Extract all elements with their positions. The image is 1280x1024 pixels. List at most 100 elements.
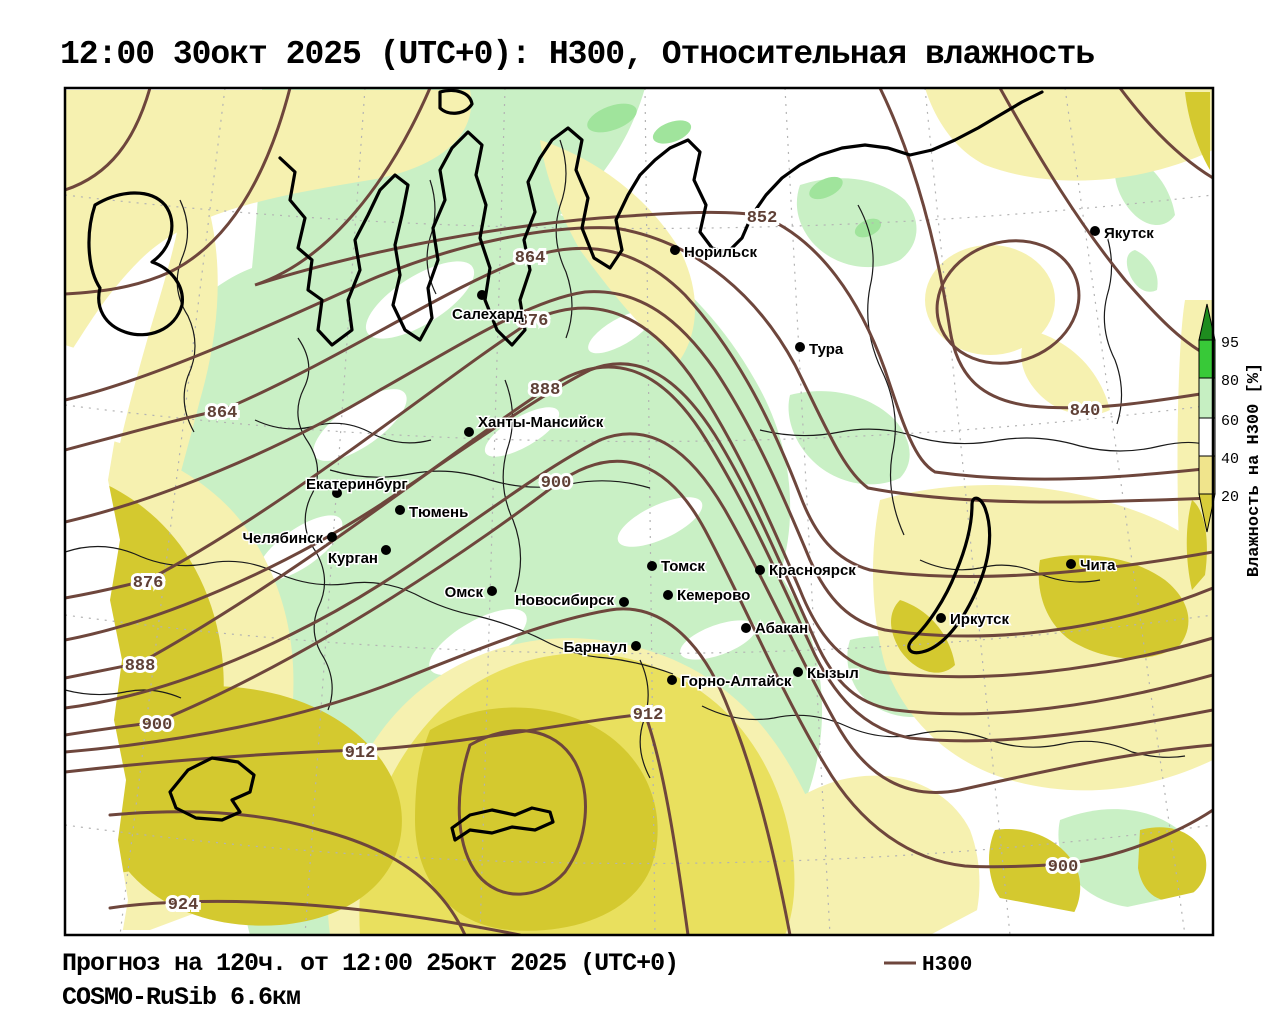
city-dot — [464, 427, 474, 437]
lake-baikal — [907, 496, 992, 655]
city-barnaul: Барнаул — [562, 638, 641, 658]
colorbar-tick: 40 — [1221, 451, 1239, 468]
colorbar: 95 80 60 40 20 Влажность на H300 [%] — [1198, 303, 1264, 577]
humidity-green-bright-patches — [587, 103, 882, 238]
contour-label: 888 — [125, 657, 156, 676]
city-label: Якутск — [1104, 225, 1154, 242]
city-dot — [631, 641, 641, 651]
colorbar-tick: 95 — [1221, 335, 1239, 352]
contour-label: 900 — [1048, 858, 1079, 877]
city-ekaterinburg: Екатеринбург — [305, 475, 409, 498]
city-irkutsk: Иркутск — [936, 610, 1011, 630]
contour-label: 876 — [518, 312, 549, 331]
city-novosibirsk: Новосибирск — [513, 591, 629, 611]
city-dot — [327, 532, 337, 542]
contour-label: 912 — [633, 706, 664, 725]
city-kemerovo: Кемерово — [663, 586, 752, 606]
city-dot — [795, 342, 805, 352]
city-dot — [1066, 559, 1076, 569]
city-chita: Чита — [1066, 556, 1118, 576]
city-krasnoyarsk: Красноярск — [755, 561, 858, 581]
city-dot — [755, 565, 765, 575]
city-label: Ханты-Мансийск — [478, 414, 604, 431]
colorbar-bottom-arrow — [1198, 493, 1216, 533]
city-dot — [381, 545, 391, 555]
city-markers: Норильск Тура Якутск Салехард Ханты-Манс… — [241, 224, 1156, 692]
city-khanty-mansiysk: Ханты-Мансийск — [464, 413, 605, 437]
city-label: Горно-Алтайск — [681, 673, 792, 690]
city-dot — [667, 675, 677, 685]
city-chelyabinsk: Челябинск — [241, 529, 337, 549]
city-label: Иркутск — [950, 611, 1009, 628]
city-label: Томск — [661, 558, 705, 575]
lake-balkhash — [450, 806, 555, 842]
city-label: Абакан — [755, 620, 808, 637]
city-dot — [395, 505, 405, 515]
model-info: COSMO-RuSib 6.6км — [62, 983, 300, 1012]
island-small — [438, 88, 474, 115]
map-content: 852 864 876 888 900 864 876 888 900 912 … — [65, 88, 1213, 935]
city-dot — [1090, 226, 1100, 236]
city-dot — [487, 586, 497, 596]
island-outline — [87, 191, 184, 337]
city-norilsk: Норильск — [670, 243, 759, 263]
city-salekhard: Салехард — [451, 290, 526, 325]
city-dot — [647, 561, 657, 571]
city-kyzyl: Кызыл — [793, 664, 860, 684]
city-tyumen: Тюмень — [395, 503, 470, 523]
contour-label: 852 — [747, 209, 778, 228]
city-dot — [663, 590, 673, 600]
forecast-info: Прогноз на 120ч. от 12:00 25окт 2025 (UT… — [62, 949, 678, 978]
city-label: Норильск — [684, 244, 757, 261]
city-label: Курган — [328, 550, 378, 567]
city-label: Екатеринбург — [306, 476, 408, 493]
city-dot — [793, 667, 803, 677]
contour-label: 840 — [1070, 402, 1101, 421]
city-omsk: Омск — [443, 583, 497, 603]
contour-label: 900 — [541, 474, 572, 493]
contour-label: 876 — [133, 574, 164, 593]
city-dot — [741, 623, 751, 633]
footer: Прогноз на 120ч. от 12:00 25окт 2025 (UT… — [62, 949, 972, 1012]
city-label: Красноярск — [769, 562, 856, 579]
projection-boundary — [65, 345, 1213, 935]
city-dot — [619, 597, 629, 607]
legend-label: H300 — [922, 954, 972, 977]
city-label: Челябинск — [242, 530, 323, 547]
humidity-yellow-dark-regions — [65, 92, 1210, 931]
contour-labels: 852 864 876 888 900 864 876 888 900 912 … — [122, 206, 1104, 918]
city-label: Кызыл — [807, 665, 859, 682]
contour-label: 912 — [345, 744, 376, 763]
contour-label: 864 — [515, 249, 546, 268]
city-abakan: Абакан — [741, 619, 810, 639]
city-dot — [477, 290, 487, 300]
city-gorno-altaysk: Горно-Алтайск — [667, 672, 793, 692]
city-label: Тюмень — [409, 504, 468, 521]
lake-west — [168, 756, 256, 822]
city-dot — [936, 613, 946, 623]
arctic-coastline — [278, 90, 1044, 347]
city-label: Тура — [809, 341, 844, 358]
colorbar-tick: 80 — [1221, 373, 1239, 390]
colorbar-tick: 20 — [1221, 489, 1239, 506]
city-label: Салехард — [452, 306, 524, 323]
city-tomsk: Томск — [647, 557, 707, 577]
contour-label: 900 — [142, 716, 173, 735]
colorbar-title: Влажность на H300 [%] — [1245, 363, 1264, 577]
city-kurgan: Курган — [326, 545, 391, 569]
contour-label: 924 — [168, 896, 199, 915]
contour-label: 888 — [530, 381, 561, 400]
map-frame — [63, 86, 1215, 937]
city-yakutsk: Якутск — [1090, 224, 1156, 244]
contour-label: 864 — [207, 404, 238, 423]
city-tura: Тура — [795, 340, 845, 360]
city-dot — [332, 488, 342, 498]
city-label: Кемерово — [677, 587, 750, 604]
h300-contours — [65, 88, 1213, 935]
city-dot — [670, 245, 680, 255]
page-title: 12:00 30окт 2025 (UTC+0): H300, Относите… — [60, 36, 1094, 73]
city-label: Новосибирск — [515, 592, 615, 609]
white-gaps — [257, 261, 756, 675]
